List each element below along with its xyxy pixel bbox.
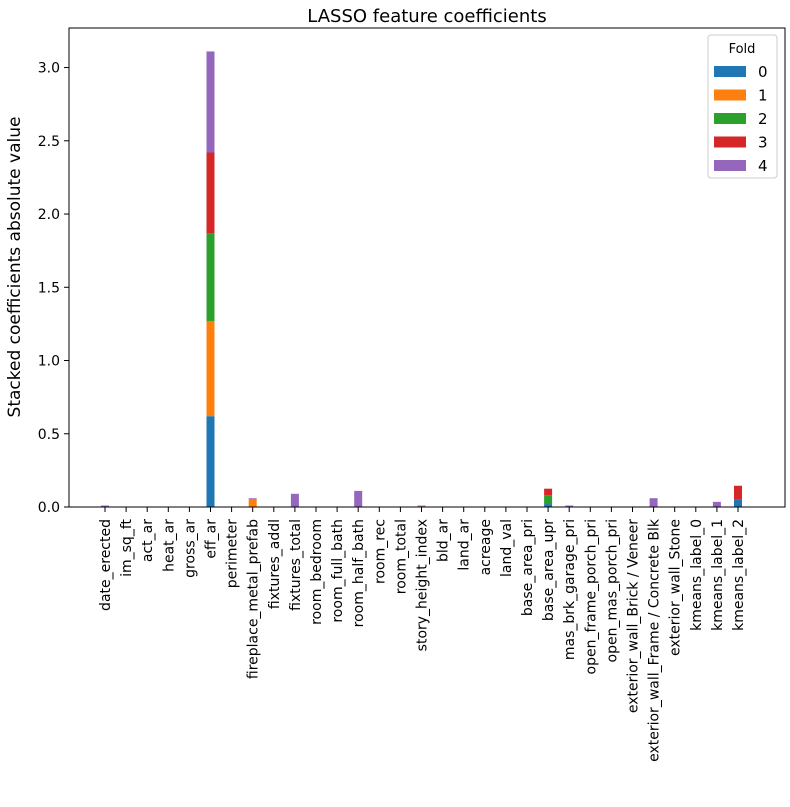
bar-30-fold-3 — [734, 485, 742, 500]
x-tick-label: im_sq_ft — [119, 519, 135, 577]
bar-21-fold-0 — [544, 504, 553, 507]
bar-5-fold-2 — [206, 233, 215, 321]
x-tick-label: bld_ar — [436, 519, 452, 562]
legend-label-2: 2 — [758, 110, 768, 128]
bar-30-fold-0 — [734, 499, 742, 507]
x-tick-label: base_area_upr — [541, 519, 557, 621]
x-tick-label: date_erected — [98, 519, 114, 611]
x-tick-label: act_ar — [140, 519, 156, 562]
x-tick-label: room_bedroom — [309, 519, 325, 625]
bar-5-fold-4 — [206, 51, 215, 153]
y-tick-label: 1.0 — [38, 354, 60, 370]
legend-label-1: 1 — [758, 87, 768, 105]
legend-swatch-0 — [714, 66, 746, 77]
chart-title: LASSO feature coefficients — [307, 6, 546, 27]
legend-swatch-3 — [714, 136, 746, 148]
x-tick-label: perimeter — [225, 519, 241, 588]
x-tick-label: fixtures_total — [288, 519, 304, 611]
bar-7-fold-4 — [248, 498, 257, 499]
legend-title: Fold — [729, 42, 756, 57]
y-tick-label: 3.0 — [38, 61, 60, 77]
legend-swatch-1 — [714, 89, 746, 101]
bars — [101, 51, 742, 507]
bar-0-fold-4 — [101, 505, 109, 507]
plot-frame — [68, 27, 786, 508]
x-tick-label: kmeans_label_0 — [689, 519, 705, 631]
legend-swatch-4 — [714, 160, 746, 171]
x-tick-label: land_ar — [457, 519, 473, 571]
y-tick-label: 2.0 — [38, 207, 60, 223]
legend-label-0: 0 — [758, 63, 768, 81]
x-tick-label: mas_brk_garage_pri — [562, 519, 578, 660]
bar-7-fold-1 — [248, 498, 257, 507]
x-tick-label: exterior_wall_Frame / Concrete Blk — [647, 518, 663, 762]
bar-21-fold-3 — [544, 488, 553, 496]
x-tick-label: room_half_bath — [351, 519, 367, 627]
x-tick-label: base_area_pri — [520, 519, 536, 616]
bar-5-fold-1 — [206, 320, 215, 417]
bar-26-fold-4 — [649, 498, 658, 507]
x-tick-label: gross_ar — [182, 519, 198, 578]
legend-label-3: 3 — [758, 134, 768, 152]
x-tick-label: open_frame_porch_pri — [583, 519, 599, 674]
x-tick-label: eff_ar — [204, 519, 220, 559]
y-axis: 0.0 0.5 1.0 1.5 2.0 2.5 3.0 — [38, 61, 69, 516]
y-axis-label: Stacked coefficients absolute value — [5, 117, 25, 418]
y-tick-label: 1.5 — [38, 280, 60, 296]
x-tick-label: exterior_wall_Stone — [668, 519, 684, 656]
y-tick-label: 0.0 — [38, 500, 60, 516]
bar-9-fold-4 — [290, 493, 299, 507]
legend-label-4: 4 — [758, 157, 768, 175]
x-tick-label: kmeans_label_2 — [731, 519, 747, 631]
x-tick-label: room_rec — [372, 519, 388, 584]
bar-21-fold-2 — [544, 495, 553, 505]
x-tick-label: kmeans_label_1 — [710, 519, 726, 631]
x-tick-label: fixtures_addl — [267, 519, 283, 609]
x-tick-label: acreage — [478, 519, 494, 575]
x-axis: date_erected im_sq_ft act_ar heat_ar gross_a… — [98, 507, 747, 762]
legend-swatch-2 — [714, 113, 746, 124]
y-tick-label: 0.5 — [38, 427, 60, 443]
x-tick-label: land_val — [499, 519, 515, 577]
bar-12-fold-4 — [354, 490, 363, 507]
x-tick-label: exterior_wall_Brick / Veneer — [626, 519, 642, 713]
bar-22-fold-4 — [565, 505, 574, 507]
x-tick-label: heat_ar — [161, 519, 177, 572]
x-tick-label: room_full_bath — [330, 519, 346, 623]
bar-29-fold-4 — [712, 501, 721, 507]
x-tick-label: open_mas_porch_pri — [604, 519, 620, 662]
bar-15-fold-4 — [417, 505, 426, 507]
x-tick-label: story_height_index — [415, 519, 431, 651]
x-tick-label: fireplace_metal_prefab — [246, 519, 262, 679]
y-tick-label: 2.5 — [38, 134, 60, 150]
bar-5-fold-3 — [206, 152, 215, 234]
x-tick-label: room_total — [393, 519, 409, 594]
bar-5-fold-0 — [206, 416, 215, 507]
legend: Fold 0 1 2 3 4 — [707, 34, 778, 179]
